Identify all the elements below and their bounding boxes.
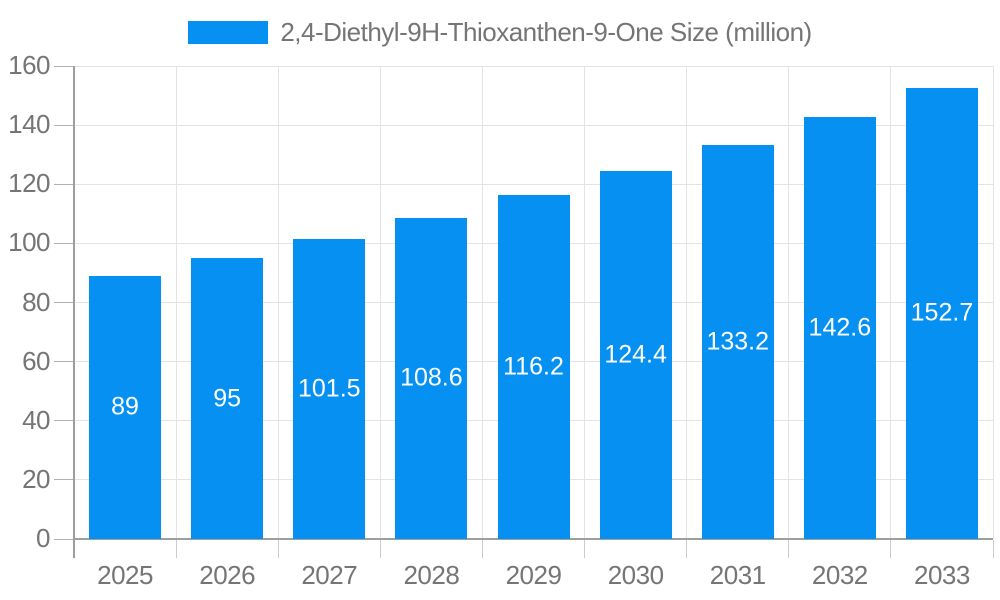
x-axis-tick xyxy=(992,540,994,558)
y-tick-label: 100 xyxy=(8,227,50,258)
x-axis-tick xyxy=(277,540,279,558)
x-tick-label: 2025 xyxy=(97,560,153,590)
v-gridline xyxy=(175,66,177,539)
bar[interactable] xyxy=(293,238,366,539)
y-tick-label: 20 xyxy=(22,463,50,494)
y-axis-tick xyxy=(54,538,73,540)
y-tick-label: 60 xyxy=(22,345,50,376)
y-axis-tick xyxy=(54,479,73,481)
bar-value-label: 152.7 xyxy=(910,298,974,327)
v-gridline xyxy=(890,66,892,539)
h-gridline xyxy=(74,65,993,67)
y-tick-label: 120 xyxy=(8,168,50,199)
x-axis-tick xyxy=(584,540,586,558)
bar[interactable] xyxy=(599,171,672,539)
bar[interactable] xyxy=(803,117,876,539)
y-tick-label: 40 xyxy=(22,404,50,435)
x-axis-tick xyxy=(686,540,688,558)
y-axis-tick xyxy=(54,65,73,67)
bar-value-label: 133.2 xyxy=(706,327,769,356)
v-gridline xyxy=(379,66,381,539)
bar[interactable] xyxy=(497,195,570,539)
x-axis-tick xyxy=(175,540,177,558)
y-tick-label: 140 xyxy=(8,109,50,140)
x-axis-tick xyxy=(890,540,892,558)
y-tick-label: 160 xyxy=(8,49,50,80)
bar-value-label: 101.5 xyxy=(297,374,361,403)
y-axis-tick xyxy=(54,242,73,244)
x-tick-label: 2027 xyxy=(301,560,358,590)
bar-value-label: 95 xyxy=(213,384,242,413)
y-tick-label: 0 xyxy=(36,522,50,553)
bar-value-label: 89 xyxy=(111,392,139,421)
bar-value-label: 142.6 xyxy=(808,313,872,342)
bar-value-label: 124.4 xyxy=(604,340,667,369)
x-tick-label: 2032 xyxy=(811,560,868,590)
y-axis-line xyxy=(72,66,75,558)
h-gridline xyxy=(74,124,993,126)
h-gridline xyxy=(74,183,993,185)
x-tick-label: 2029 xyxy=(505,560,562,590)
y-tick-label: 80 xyxy=(22,286,50,317)
v-gridline xyxy=(788,66,790,539)
x-axis-tick xyxy=(481,540,483,558)
v-gridline xyxy=(277,66,279,539)
x-tick-label: 2030 xyxy=(607,560,664,590)
bar-value-label: 116.2 xyxy=(503,352,564,381)
bar[interactable] xyxy=(701,145,774,539)
x-tick-label: 2033 xyxy=(914,560,970,590)
bar[interactable] xyxy=(89,275,162,539)
bar-value-label: 108.6 xyxy=(400,363,463,392)
y-axis-tick xyxy=(54,420,73,422)
x-axis-tick xyxy=(379,540,381,558)
y-axis-tick xyxy=(54,361,73,363)
v-gridline xyxy=(584,66,586,539)
bar[interactable] xyxy=(395,217,468,539)
bar[interactable] xyxy=(905,87,978,539)
x-axis-line xyxy=(72,538,993,540)
x-tick-label: 2026 xyxy=(199,560,256,590)
x-tick-label: 2028 xyxy=(403,560,460,590)
y-axis-tick xyxy=(54,124,73,126)
x-tick-label: 2031 xyxy=(709,560,766,590)
y-axis-tick xyxy=(54,302,73,303)
x-axis-tick xyxy=(788,540,790,558)
v-gridline xyxy=(481,66,483,539)
legend-swatch xyxy=(188,21,269,44)
legend[interactable]: 2,4-Diethyl-9H-Thioxanthen-9-One Size (m… xyxy=(0,17,1000,48)
chart-title: 2,4-Diethyl-9H-Thioxanthen-9-One Size (m… xyxy=(280,17,812,47)
y-axis-tick xyxy=(54,183,73,185)
bar[interactable] xyxy=(191,258,264,539)
v-gridline xyxy=(686,66,688,539)
v-gridline xyxy=(992,66,994,539)
